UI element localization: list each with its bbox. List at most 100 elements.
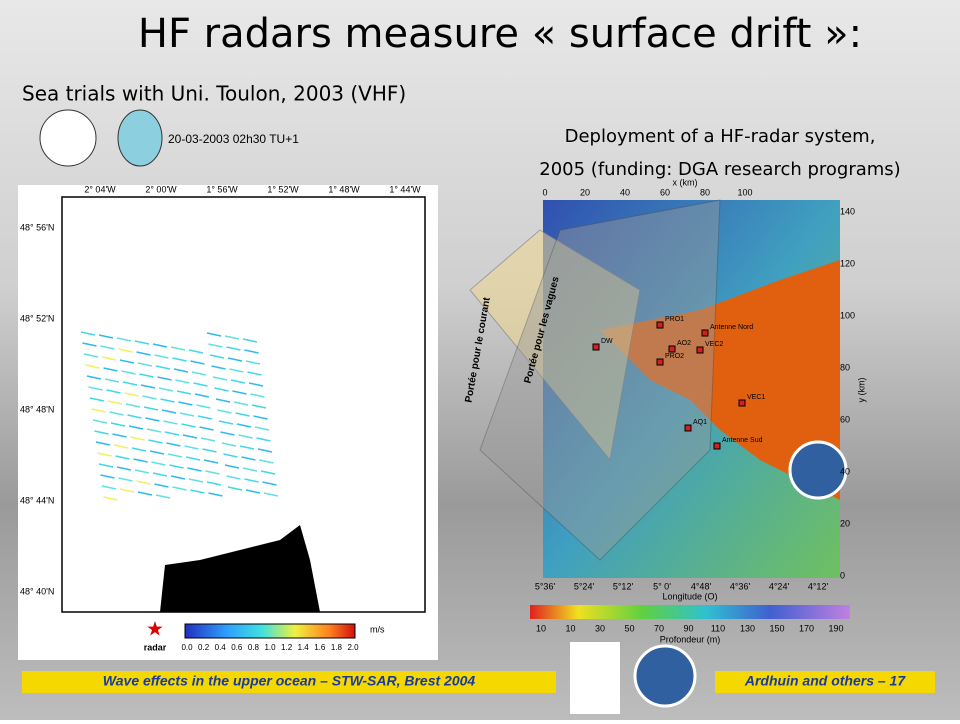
colorbar-tick-label: 0.8 <box>248 643 260 652</box>
station-marker <box>701 329 709 337</box>
vector <box>188 349 204 354</box>
vector <box>80 331 96 336</box>
vector <box>203 459 219 464</box>
x-axis-label: x (km) <box>673 177 698 187</box>
subtitle: Sea trials with Uni. Toulon, 2003 (VHF) <box>22 82 406 106</box>
station-marker <box>684 424 692 432</box>
vector <box>206 481 222 486</box>
lat-tick-label: 48° 40'N <box>20 586 54 596</box>
vector <box>145 417 160 422</box>
vector <box>107 400 123 405</box>
depth-tick-label: 70 <box>654 623 664 633</box>
vector <box>238 434 253 439</box>
vector <box>133 458 148 463</box>
vector <box>85 364 100 369</box>
lon-tick-label: 5°12' <box>613 581 634 591</box>
vector <box>170 475 186 480</box>
vector <box>259 459 274 464</box>
vector <box>83 353 99 358</box>
footer-box <box>715 671 935 693</box>
vector <box>245 360 261 365</box>
vector <box>103 496 118 501</box>
vector <box>205 470 220 475</box>
vector <box>91 408 106 413</box>
vector <box>152 472 168 477</box>
vector <box>143 406 159 411</box>
station-marker <box>713 442 721 450</box>
vector <box>223 453 238 458</box>
station-label: Antenne Sud <box>722 437 763 444</box>
lon-label: Longitude (O) <box>662 591 717 601</box>
colorbar-tick-label: 0.2 <box>198 643 210 652</box>
station-label: VEC2 <box>705 341 723 348</box>
vector <box>184 445 199 450</box>
vector <box>215 398 231 403</box>
lon-tick-label: 4°24' <box>769 581 790 591</box>
lon-tick-label: 4°36' <box>730 581 751 591</box>
vector <box>206 332 222 337</box>
vector <box>100 345 115 350</box>
vector <box>188 478 204 483</box>
vector <box>119 488 135 493</box>
vector <box>106 389 121 394</box>
vector <box>118 477 133 482</box>
vector <box>119 359 135 364</box>
y-tick-label: 40 <box>840 466 850 476</box>
depth-tick-label: 30 <box>595 623 605 633</box>
depth-tick-label: 10 <box>536 623 546 633</box>
vector <box>248 382 264 387</box>
lon-tick-label: 2° 04'W <box>84 184 116 194</box>
depth-tick-label: 50 <box>624 623 634 633</box>
vector <box>226 475 241 480</box>
lat-tick-label: 48° 48'N <box>20 404 54 414</box>
lon-tick-label: 1° 48'W <box>328 184 360 194</box>
vector <box>82 342 97 347</box>
vector <box>104 378 120 383</box>
depth-label: Profondeur (m) <box>660 634 721 644</box>
vector <box>142 395 157 400</box>
vector <box>155 365 171 370</box>
vector <box>242 338 258 343</box>
footer-right: Ardhuin and others – 17 <box>744 673 906 689</box>
logo <box>633 644 697 708</box>
vector <box>208 343 223 348</box>
vector <box>178 401 193 406</box>
vector <box>208 492 223 497</box>
vector <box>244 478 259 483</box>
vector <box>196 404 211 409</box>
vector <box>232 390 247 395</box>
vector <box>187 467 202 472</box>
depth-tick-label: 10 <box>565 623 575 633</box>
vector <box>155 494 171 499</box>
vector <box>226 346 241 351</box>
vector <box>190 360 205 365</box>
station-label: AQ1 <box>693 419 707 426</box>
vector <box>191 371 207 376</box>
depth-tick-label: 190 <box>828 623 843 633</box>
station-marker <box>592 343 600 351</box>
vector <box>158 387 174 392</box>
left-panel: 20-03-2003 02h30 TU+1 ★ <box>18 109 438 660</box>
vector <box>164 431 180 436</box>
vector <box>241 456 256 461</box>
station-label: DW <box>601 338 613 345</box>
logo <box>39 109 97 167</box>
vector <box>149 450 165 455</box>
colorbar-tick-label: 1.4 <box>298 643 310 652</box>
stations: PRO1 Antenne Nord DW AO2 VEC2 PRO2 VEC1 AQ1 Ante… <box>592 316 765 450</box>
y-tick-label: 120 <box>840 258 855 268</box>
vector <box>131 447 147 452</box>
vector <box>136 480 151 485</box>
vector <box>185 456 201 461</box>
right-panel: PRO1 Antenne Nord DW AO2 VEC2 PRO2 VEC1 AQ1 Ante… <box>469 199 850 619</box>
vector <box>176 390 192 395</box>
lon-tick-label: 5° 0' <box>653 581 671 591</box>
lat-tick-label: 48° 44'N <box>20 495 54 505</box>
vector <box>220 431 235 436</box>
slide-title: HF radars measure « surface drift »: <box>138 11 862 57</box>
vector <box>148 439 163 444</box>
lon-tick-label: 1° 44'W <box>389 184 421 194</box>
lon-tick-label: 4°12' <box>808 581 829 591</box>
vector <box>169 464 184 469</box>
vector <box>211 365 226 370</box>
